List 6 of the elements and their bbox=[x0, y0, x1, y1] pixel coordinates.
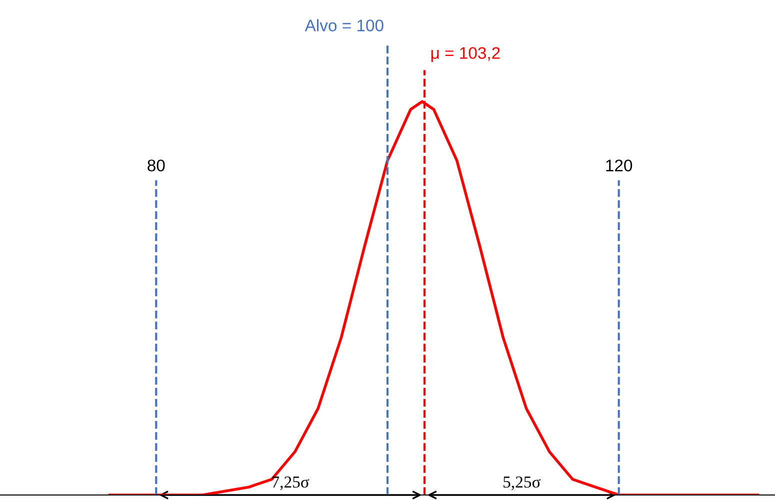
ref-line-label: μ = 103,2 bbox=[431, 47, 500, 62]
x-tick-label: 120 bbox=[606, 160, 632, 172]
x-tick-label: 80 bbox=[148, 160, 165, 172]
ref-line-label: Alvo = 100 bbox=[304, 19, 384, 32]
annotation: 7,25σ bbox=[272, 476, 310, 490]
annotation: 5,25σ bbox=[504, 476, 540, 490]
